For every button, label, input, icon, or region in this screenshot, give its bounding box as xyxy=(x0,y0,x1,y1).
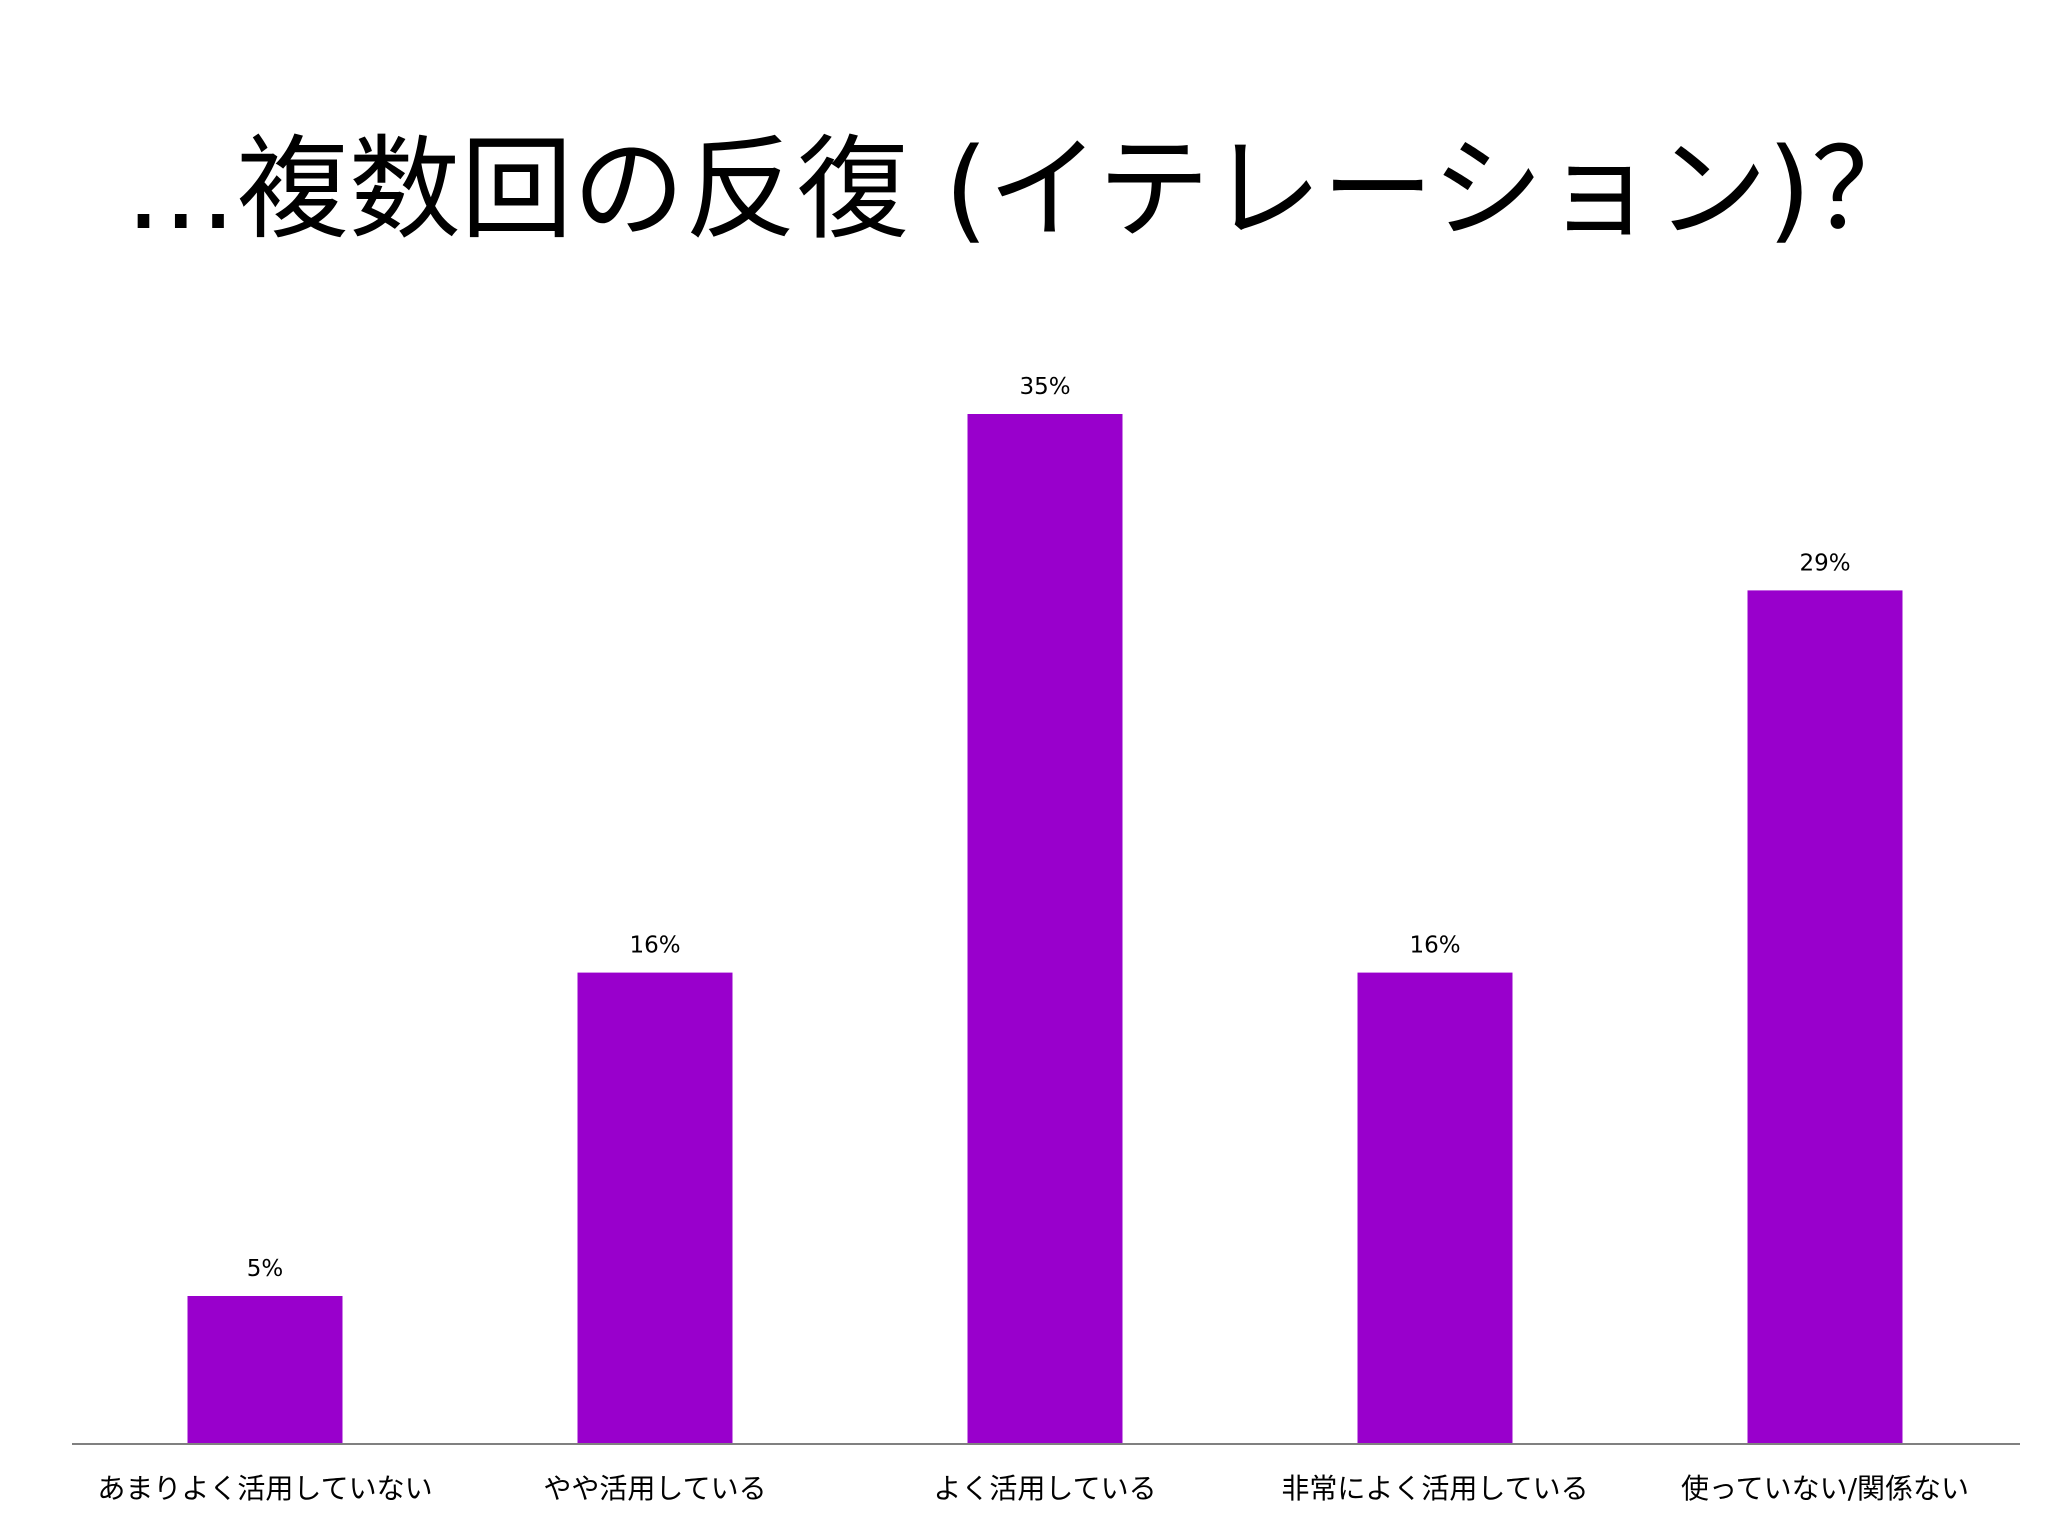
category-label-3: よく活用している xyxy=(933,1472,1156,1505)
data-label-2: 16% xyxy=(629,933,680,959)
category-label-5: 使っていない/関係ない xyxy=(1681,1472,1969,1505)
bar-5 xyxy=(1747,590,1903,1443)
data-label-4: 16% xyxy=(1409,933,1460,959)
bar-4 xyxy=(1357,972,1513,1443)
slide-title: …複数回の反復 (イテレーション)？ xyxy=(124,125,1924,255)
bar-3 xyxy=(967,414,1123,1443)
data-label-3: 35% xyxy=(1019,374,1070,400)
bar-1 xyxy=(187,1296,343,1443)
data-label-5: 29% xyxy=(1799,550,1850,576)
bar-2 xyxy=(577,972,733,1443)
data-label-1: 5% xyxy=(247,1256,284,1282)
category-label-4: 非常によく活用している xyxy=(1281,1472,1588,1505)
category-label-1: あまりよく活用していない xyxy=(97,1472,432,1505)
category-label-2: やや活用している xyxy=(543,1472,766,1505)
